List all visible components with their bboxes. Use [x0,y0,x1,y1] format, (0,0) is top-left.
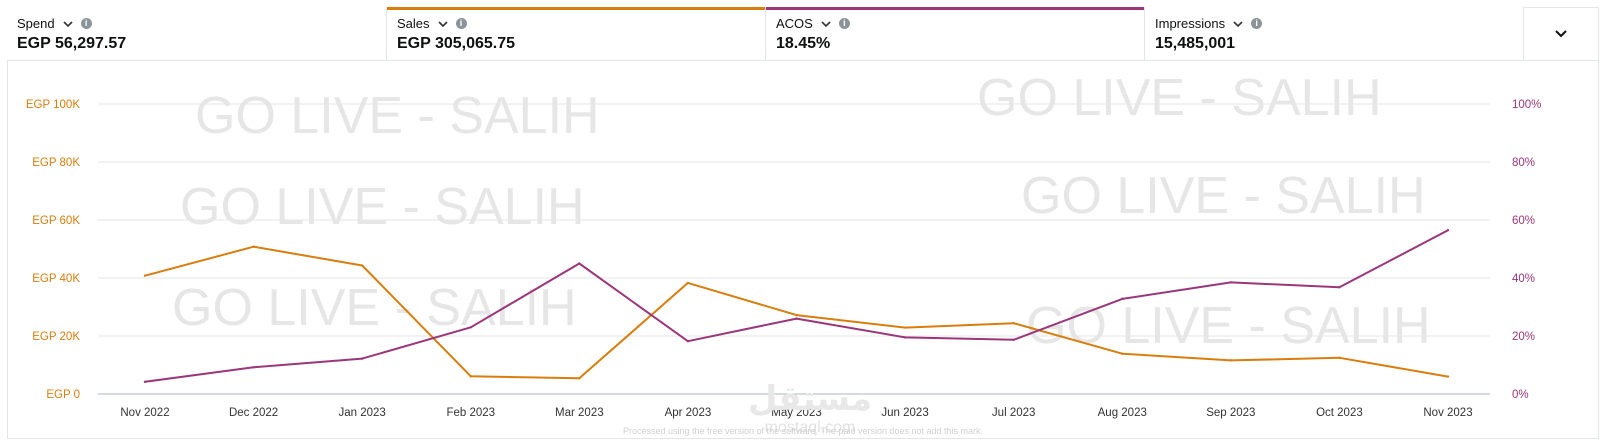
y-left-tick-label: EGP 80K [32,157,80,169]
data-point [252,245,255,248]
data-point [1446,375,1450,378]
data-point [686,281,690,285]
watermark-text: GO LIVE - SALIH [172,279,577,337]
data-point [1229,359,1233,362]
y-left-tick-label: EGP 100K [26,99,80,111]
data-point [143,380,147,384]
info-icon[interactable]: i [1251,18,1263,29]
x-tick-label: Jan 2023 [339,407,386,419]
data-point [1446,228,1450,232]
metric-accent-bar [387,7,765,10]
data-point [469,326,472,329]
x-tick-label: Nov 2022 [120,407,169,419]
x-tick-label: Jun 2023 [881,407,928,419]
metric-label: Impressions [1155,16,1226,31]
data-point [1012,322,1015,325]
data-point [795,317,798,320]
y-right-tick-label: 80% [1512,157,1535,169]
series-layer [143,228,1450,384]
grid-lines [98,103,1490,395]
brand-watermark-latin: mostaql.com [765,419,856,436]
metric-accent-bar [766,7,1144,10]
metric-value: EGP 56,297.57 [17,35,127,52]
x-tick-label: May 2023 [771,407,822,419]
metric-value: 18.45% [776,35,831,52]
data-point [578,262,581,265]
metric-label: Sales [397,16,430,31]
data-point [1338,356,1341,359]
metric-tile-sales[interactable]: Sales i EGP 305,065.75 [387,7,766,61]
metric-value: 15,485,001 [1155,35,1236,52]
data-point [686,340,690,343]
y-right-tick-label: 20% [1512,331,1535,343]
watermark-text: GO LIVE - SALIH [1026,297,1431,355]
watermark-text: GO LIVE - SALIH [1021,167,1426,225]
y-right-tick-label: 60% [1512,215,1535,227]
data-point [360,357,364,360]
data-point [578,377,581,380]
brand-watermark-arabic: مستقل [748,380,872,418]
y-right-tick-label: 0% [1512,389,1529,401]
watermark-text: GO LIVE - SALIH [195,87,600,145]
chevron-down-icon[interactable] [62,18,74,30]
expand-metrics-button[interactable] [1523,7,1599,61]
y-left-tick-label: EGP 20K [32,331,80,343]
x-tick-label: Apr 2023 [665,407,712,419]
info-icon[interactable]: i [80,18,92,29]
data-point [360,264,364,267]
chevron-down-icon[interactable] [437,18,449,30]
data-point [469,375,472,378]
x-tick-label: Oct 2023 [1316,407,1363,419]
x-tick-label: Sep 2023 [1206,407,1255,419]
y-left-tick-label: EGP 60K [32,215,80,227]
data-point [1121,352,1124,355]
processing-footnote: Processed using the free version of the … [623,426,983,436]
x-tick-label: Mar 2023 [555,407,604,419]
data-point [1121,297,1124,301]
data-point [903,336,907,339]
y-right-tick-label: 100% [1512,99,1541,111]
x-tick-label: Nov 2023 [1423,407,1472,419]
data-point [252,366,255,369]
metric-label: Spend [17,16,55,31]
metric-tile-acos[interactable]: ACOS i 18.45% [766,7,1145,61]
info-icon[interactable]: i [455,18,467,29]
y-left-tick-label: EGP 0 [46,389,80,401]
y-left-tick-label: EGP 40K [32,273,80,285]
data-point [903,326,907,329]
info-icon[interactable]: i [838,18,850,29]
metric-value: EGP 305,065.75 [397,35,516,52]
x-tick-label: Aug 2023 [1098,407,1147,419]
x-tick-label: Jul 2023 [992,407,1035,419]
data-point [1012,338,1015,341]
data-point [795,313,798,317]
watermark-text: GO LIVE - SALIH [977,69,1382,127]
y-right-tick-label: 40% [1512,273,1535,285]
metric-tile-spend[interactable]: Spend i EGP 56,297.57 [7,7,387,61]
metric-tile-impressions[interactable]: Impressions i 15,485,001 [1145,7,1524,61]
metric-tiles: Spend i EGP 56,297.57 Sales i EGP 305,06… [7,7,1599,61]
metric-label: ACOS [776,16,813,31]
x-tick-label: Feb 2023 [446,407,495,419]
chevron-down-icon[interactable] [1232,18,1244,30]
data-point [1338,286,1341,289]
watermark-layer: GO LIVE - SALIH GO LIVE - SALIH GO LIVE … [172,69,1431,355]
data-point [1229,281,1233,284]
data-point [143,274,147,277]
x-tick-label: Dec 2022 [229,407,278,419]
y-axis-right: 0% 20% 40% 60% 80% 100% [1512,99,1541,401]
y-axis-left: EGP 0 EGP 20K EGP 40K EGP 60K EGP 80K EGP 100… [26,99,80,401]
watermark-text: GO LIVE - SALIH [180,178,585,236]
chevron-down-icon[interactable] [820,18,832,30]
chevron-down-icon [1555,30,1567,38]
x-axis: Nov 2022 Dec 2022 Jan 2023 Feb 2023 Mar 2023… [120,407,1472,419]
